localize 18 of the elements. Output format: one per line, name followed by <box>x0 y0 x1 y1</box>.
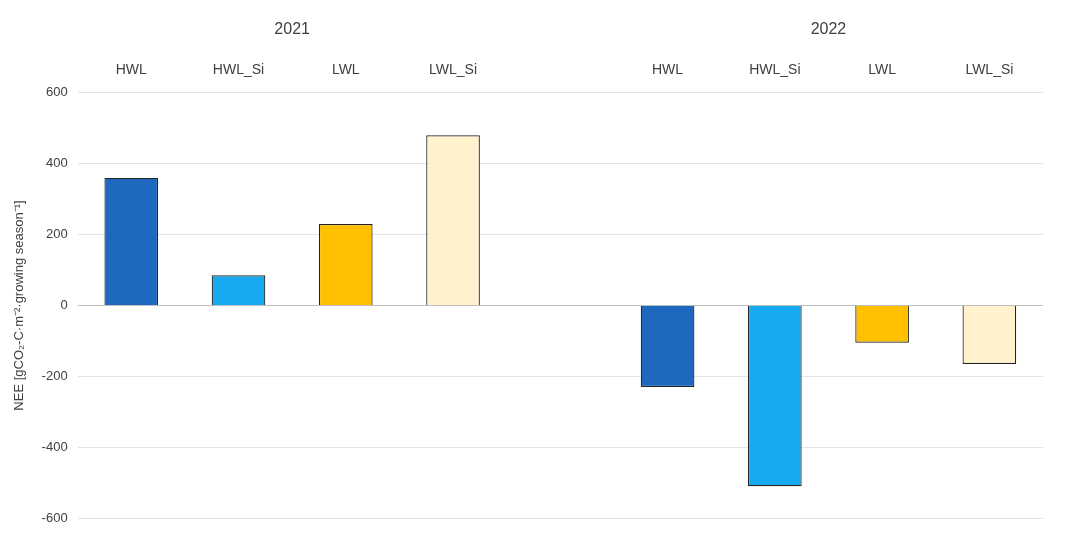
text: 2022 <box>810 20 847 38</box>
y-tick-label: 400 <box>45 155 68 171</box>
x-tick-label: LWL_Si <box>965 61 1014 78</box>
y-tick-label: -400 <box>41 438 68 454</box>
y-tick-label: -200 <box>41 367 68 383</box>
x-tick-label: LWL <box>868 61 897 78</box>
y-tick-label: 600 <box>45 84 68 100</box>
y-tick-label: -600 <box>41 509 68 525</box>
y-tick-label: 0 <box>60 297 68 313</box>
x-tick-label: LWL <box>331 61 360 78</box>
y-axis-title: NEE [gCO₂-C·m⁻²·growing season⁻¹] <box>11 200 27 411</box>
x-tick-label: HWL_Si <box>212 61 265 78</box>
x-tick-label: HWL_Si <box>749 61 801 78</box>
x-tick-label: LWL_Si <box>429 61 478 78</box>
x-tick-label: HWL <box>115 61 148 78</box>
y-tick-label: 200 <box>45 226 68 242</box>
x-tick-label: HWL <box>652 61 684 78</box>
text: 2021 <box>274 20 311 38</box>
